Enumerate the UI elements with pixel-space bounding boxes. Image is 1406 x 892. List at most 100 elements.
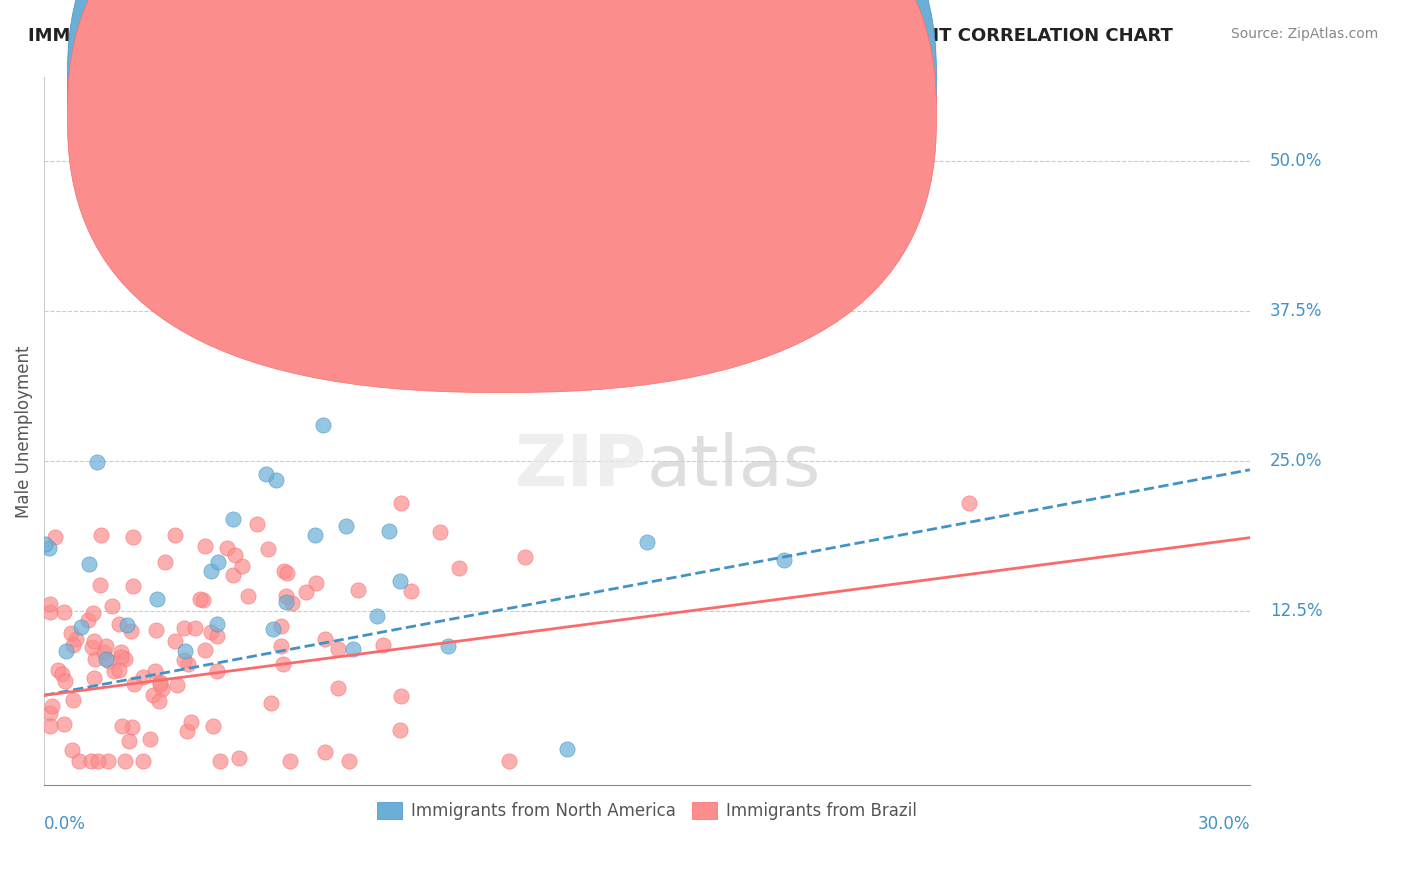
Point: [97, 754, 120, 768]
Point: [122, 530, 145, 544]
Point: [173, 621, 195, 635]
Point: [62, 693, 84, 707]
Point: [87, 754, 110, 768]
Point: [314, 632, 336, 646]
Point: [34, 537, 56, 551]
Point: [228, 751, 250, 765]
Point: [205, 617, 228, 632]
Point: [145, 623, 167, 637]
Point: [498, 754, 520, 768]
Point: [207, 629, 229, 643]
Point: [193, 539, 215, 553]
Point: [513, 550, 536, 565]
Point: [80, 754, 103, 768]
Point: [389, 723, 412, 737]
Point: [342, 642, 364, 657]
Point: [41, 699, 63, 714]
Point: [150, 681, 173, 696]
Point: [326, 681, 349, 695]
Point: [117, 618, 139, 632]
Point: [205, 664, 228, 678]
Point: [366, 609, 388, 624]
Point: [276, 595, 298, 609]
Point: [138, 731, 160, 746]
Point: [183, 621, 205, 635]
Text: 12.5%: 12.5%: [1270, 602, 1323, 620]
Y-axis label: Male Unemployment: Male Unemployment: [15, 345, 32, 517]
Point: [371, 638, 394, 652]
Point: [60, 625, 83, 640]
Point: [39, 597, 62, 611]
Text: Source: ZipAtlas.com: Source: ZipAtlas.com: [1230, 27, 1378, 41]
Point: [121, 720, 143, 734]
Point: [108, 663, 131, 677]
Point: [188, 592, 211, 607]
Point: [271, 657, 294, 671]
Point: [110, 649, 132, 664]
Point: [287, 296, 309, 310]
Point: [254, 467, 277, 481]
Point: [389, 496, 412, 510]
Point: [101, 599, 124, 614]
Point: [270, 619, 292, 633]
Point: [388, 574, 411, 588]
Point: [236, 590, 259, 604]
Point: [399, 584, 422, 599]
Point: [94, 652, 117, 666]
Point: [339, 754, 361, 768]
Point: [278, 754, 301, 768]
Point: [208, 754, 231, 768]
Point: [39, 605, 62, 619]
Text: ZIP: ZIP: [515, 433, 647, 501]
Point: [86, 455, 108, 469]
Point: [44, 531, 66, 545]
Point: [114, 754, 136, 768]
Point: [389, 689, 412, 703]
Point: [148, 694, 170, 708]
Point: [70, 620, 93, 634]
Point: [295, 584, 318, 599]
Text: 37.5%: 37.5%: [1270, 302, 1323, 320]
Point: [77, 613, 100, 627]
Point: [273, 564, 295, 578]
Point: [173, 653, 195, 667]
Point: [449, 560, 471, 574]
Point: [165, 634, 187, 648]
Point: [55, 643, 77, 657]
Point: [90, 528, 112, 542]
Point: [276, 566, 298, 580]
Point: [98, 653, 121, 667]
Point: [89, 578, 111, 592]
Point: [143, 664, 166, 678]
Point: [117, 734, 139, 748]
Text: atlas: atlas: [647, 433, 821, 501]
Point: [437, 639, 460, 653]
Point: [173, 644, 195, 658]
Point: [636, 535, 658, 549]
Point: [65, 632, 87, 646]
Point: [314, 745, 336, 759]
Point: [281, 596, 304, 610]
Point: [62, 638, 84, 652]
Point: [38, 541, 60, 556]
Point: [83, 671, 105, 685]
Point: [114, 652, 136, 666]
Point: [328, 642, 350, 657]
Point: [84, 652, 107, 666]
Point: [39, 706, 62, 721]
Point: [305, 575, 328, 590]
Point: [222, 512, 245, 526]
Point: [122, 677, 145, 691]
Point: [262, 622, 284, 636]
Point: [191, 592, 214, 607]
Point: [94, 639, 117, 653]
Point: [53, 716, 76, 731]
Point: [200, 565, 222, 579]
Text: 25.0%: 25.0%: [1270, 452, 1323, 470]
Point: [259, 696, 281, 710]
Point: [378, 524, 401, 538]
Point: [149, 675, 172, 690]
Point: [555, 742, 578, 756]
Point: [274, 589, 297, 603]
Point: [256, 541, 278, 556]
